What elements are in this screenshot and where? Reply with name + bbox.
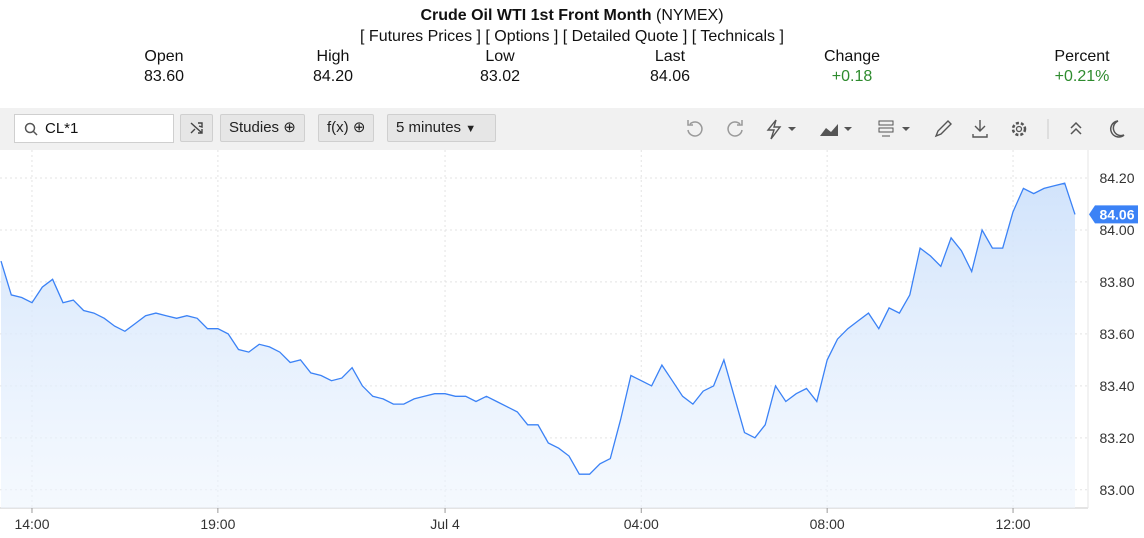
settings-icon[interactable] xyxy=(1011,121,1027,137)
link[interactable]: [ Futures Prices ] xyxy=(360,28,481,45)
x-tick-label: Jul 4 xyxy=(430,516,460,532)
quote-label: Percent xyxy=(1054,48,1110,65)
studies: Studies xyxy=(229,119,280,136)
title: Crude Oil WTI 1st Front Month xyxy=(420,7,652,24)
link[interactable]: [ Technicals ] xyxy=(691,28,784,45)
y-tick-label: 83.00 xyxy=(1099,482,1134,498)
compare-button[interactable] xyxy=(180,114,213,142)
search-icon xyxy=(24,122,38,136)
fx-button[interactable]: f(x) ⊕ xyxy=(318,114,375,142)
studies-button[interactable]: Studies ⊕ xyxy=(220,114,305,142)
chart: 14:00 19:00 Jul 4 04:00 08:00 12:00 83.00 83.20… xyxy=(0,150,1138,532)
last-price-label: 84.06 xyxy=(1099,206,1134,222)
caret xyxy=(844,127,852,131)
quote-label: Open xyxy=(144,48,184,65)
interval: 5 minutes xyxy=(396,119,462,136)
last-price-badge xyxy=(1089,205,1138,224)
exchange: (NYMEX) xyxy=(655,7,724,24)
y-tick-label: 83.80 xyxy=(1099,274,1134,290)
quote-value: +0.18 xyxy=(831,68,873,85)
interval-select[interactable]: 5 minutes ▼ xyxy=(387,114,496,142)
theme-icon[interactable] xyxy=(1110,120,1125,138)
caret xyxy=(902,127,910,131)
display-icon xyxy=(878,127,894,133)
quote-label: Last xyxy=(654,48,686,65)
events-icon[interactable] xyxy=(766,119,782,140)
draw-icon[interactable] xyxy=(934,120,952,138)
symbol-search[interactable]: CL*1 xyxy=(14,114,174,143)
link[interactable]: [ Options ] xyxy=(485,28,559,45)
line xyxy=(0,182,1076,475)
quote-label: Change xyxy=(823,48,881,65)
quote-value: +0.21% xyxy=(1054,68,1110,85)
header-title: Crude Oil WTI 1st Front Month (NYMEX) xyxy=(0,7,1144,25)
quote-value: 83.60 xyxy=(143,68,185,85)
tool-icons xyxy=(687,119,1125,140)
y-tick-label: 84.00 xyxy=(1099,222,1134,238)
quote-label: Low xyxy=(485,48,515,65)
chart-type-icon[interactable] xyxy=(820,124,838,136)
fx: f(x) xyxy=(327,119,349,136)
caret xyxy=(788,127,796,131)
display-icon[interactable] xyxy=(878,120,894,126)
quote-value: 84.20 xyxy=(312,68,354,85)
y-tick-label: 83.20 xyxy=(1099,430,1134,446)
x-tick-label: 04:00 xyxy=(624,516,659,532)
shuffle-icon xyxy=(190,122,203,134)
x-tick-label: 08:00 xyxy=(810,516,845,532)
redo-icon[interactable] xyxy=(727,120,743,137)
x-tick-label: 19:00 xyxy=(200,516,235,532)
x-tick-label: 14:00 xyxy=(14,516,49,532)
y-tick-label: 83.60 xyxy=(1099,326,1134,342)
collapse-icon[interactable] xyxy=(1070,121,1082,135)
symbol: CL*1 xyxy=(45,120,79,137)
y-tick-label: 84.20 xyxy=(1099,170,1134,186)
quote-value: 83.02 xyxy=(479,68,521,85)
undo-icon[interactable] xyxy=(687,120,703,137)
quote-value: 84.06 xyxy=(649,68,691,85)
x-tick-label: 12:00 xyxy=(996,516,1031,532)
y-tick-label: 83.40 xyxy=(1099,378,1134,394)
link[interactable]: [ Detailed Quote ] xyxy=(562,28,688,45)
download-icon[interactable] xyxy=(972,120,988,138)
toolbar: CL*1 Studies ⊕ f(x) ⊕ 5 minutes ▼ xyxy=(0,108,1144,150)
area xyxy=(1,183,1075,508)
quote-label: High xyxy=(316,48,350,65)
header-links: [ Futures Prices ] [ Options ] [ Detaile… xyxy=(0,28,1144,46)
